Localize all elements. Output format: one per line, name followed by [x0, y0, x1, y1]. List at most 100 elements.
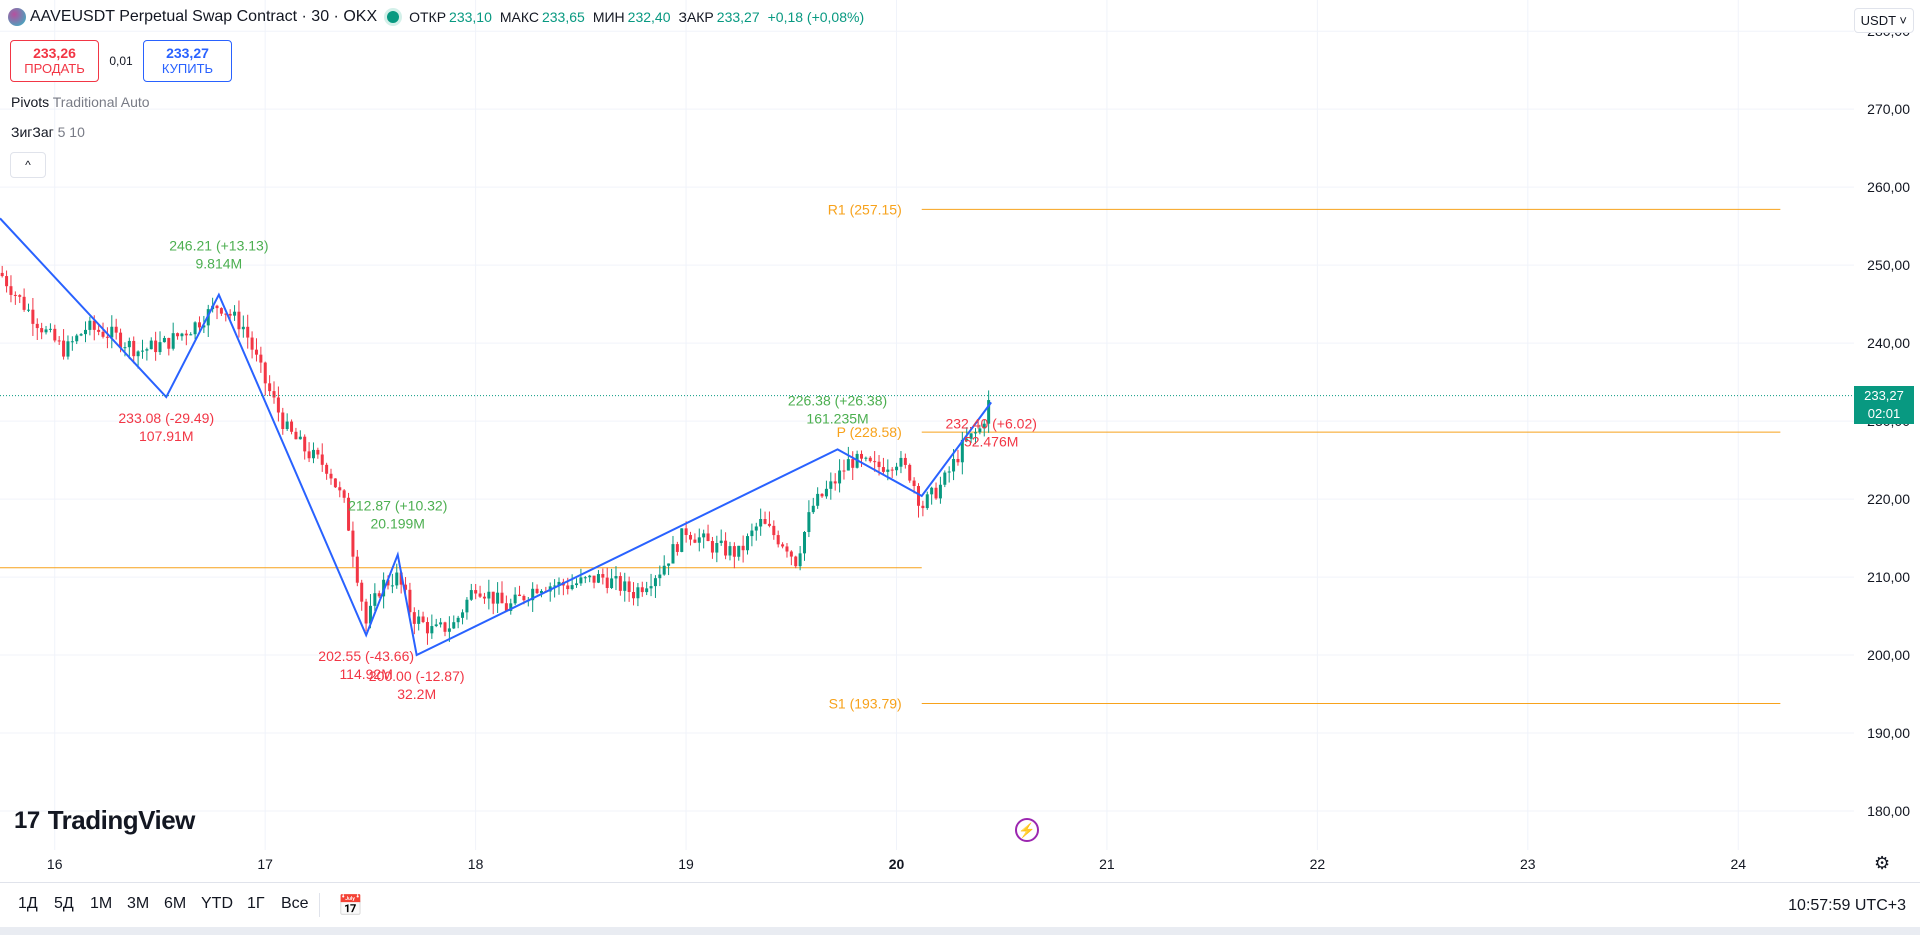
range-6m[interactable]: 6М [164, 895, 187, 912]
candle-body [728, 546, 732, 556]
currency-select[interactable]: USDT ˅ [1853, 8, 1914, 33]
zigzag-price-label: 200.00 (-12.87) [369, 668, 465, 684]
range-ytd[interactable]: YTD [201, 895, 233, 912]
candle-body [320, 454, 324, 465]
candle-body [311, 449, 315, 459]
collapse-legend-button[interactable]: ^ [10, 152, 46, 178]
candle-body [662, 565, 666, 575]
range-5d[interactable]: 5Д [54, 895, 74, 912]
candle-body [899, 457, 903, 467]
pivot-lines: R1 (257.15) P (228.58) S1 (193.79) [0, 201, 1781, 711]
clock[interactable]: 10:57:59 UTC+3 [1788, 897, 1906, 914]
candle-body [868, 457, 872, 462]
footer-strip [0, 927, 1920, 935]
time-axis[interactable]: 16 17 18 19 20 21 22 23 24 [0, 850, 1920, 880]
candle-body [785, 546, 789, 552]
candle-body [219, 308, 223, 314]
candle-body [671, 544, 675, 564]
candle-body [123, 347, 127, 349]
range-3m[interactable]: 3М [127, 895, 150, 912]
candle-body [368, 605, 372, 624]
candle-body [912, 480, 916, 487]
price-tick-label: 190,00 [1867, 725, 1910, 742]
candle-body [193, 322, 197, 335]
sell-button[interactable]: 233,26 ПРОДАТЬ [10, 40, 99, 82]
candle-body [228, 313, 232, 316]
candle-body [127, 340, 131, 348]
zigzag-price-label: 202.55 (-43.66) [318, 648, 414, 664]
zigzag-volume-label: 9.814M [196, 256, 243, 272]
candle-body [754, 526, 758, 531]
ohlc-open-label: ОТКР [409, 9, 447, 25]
candle-body [715, 543, 719, 553]
gear-icon[interactable]: ⚙ [1874, 853, 1891, 873]
indicator-zigzag[interactable]: ЗигЗаг 5 10 [11, 124, 85, 140]
chevron-up-icon: ^ [25, 158, 31, 172]
price-chart[interactable]: R1 (257.15) P (228.58) S1 (193.79) 233.08 … [0, 0, 1854, 850]
candle-body [816, 493, 820, 506]
candle-body [570, 585, 574, 590]
candle-body [627, 581, 631, 593]
candle-body [342, 490, 346, 498]
candle-body [447, 628, 451, 632]
candle-body [938, 484, 942, 499]
candle-body [487, 591, 491, 599]
candle-body [838, 470, 842, 484]
candle-body [649, 586, 653, 589]
candle-body [943, 472, 947, 485]
candle-body [250, 337, 254, 350]
zigzag-price-label: 226.38 (+26.38) [788, 392, 887, 408]
symbol-title[interactable]: AAVEUSDT Perpetual Swap Contract · 30 · … [30, 8, 378, 25]
sell-price: 233,26 [33, 45, 76, 61]
candle-body [553, 585, 557, 587]
candle-body [610, 578, 614, 588]
range-all[interactable]: Все [281, 895, 309, 912]
candle-body [645, 588, 649, 593]
candle-body [167, 337, 171, 349]
candle-body [189, 334, 193, 336]
candle-body [776, 535, 780, 545]
candle-body [982, 423, 986, 429]
candle-body [430, 626, 434, 634]
lightning-icon[interactable]: ⚡ [1015, 818, 1039, 842]
pivot-label: S1 (193.79) [829, 695, 902, 711]
range-1m[interactable]: 1М [90, 895, 113, 912]
candle-body [443, 622, 447, 632]
candle-body [119, 332, 123, 348]
candle-body [732, 546, 736, 557]
tradingview-logo[interactable]: 17 TradingView [14, 805, 195, 836]
candle-body [110, 326, 114, 338]
candle-body [0, 272, 4, 277]
candle-body [377, 593, 381, 597]
candle-body [105, 336, 109, 338]
candle-body [772, 525, 776, 536]
indicator-pivots[interactable]: Pivots Traditional Auto [11, 94, 150, 110]
candle-body [588, 575, 592, 578]
candle-body [684, 528, 688, 536]
candle-body [531, 588, 535, 601]
spread-value: 0,01 [109, 54, 133, 68]
candle-body [886, 469, 890, 472]
candle-body [873, 461, 877, 463]
zigzag-volume-label: 32.2M [397, 686, 436, 702]
zigzag-volume-label: 114.92M [339, 666, 392, 682]
candle-body [386, 579, 390, 586]
candle-body [746, 536, 750, 551]
candle-body [114, 326, 118, 333]
calendar-icon[interactable]: 📅 [338, 895, 363, 917]
candle-body [658, 574, 662, 579]
candle-body [474, 590, 478, 594]
price-axis[interactable]: 180,00190,00200,00210,00220,00230,00240,… [1854, 0, 1920, 850]
range-1d[interactable]: 1Д [18, 895, 38, 912]
candle-body [675, 544, 679, 552]
candle-body [285, 421, 289, 429]
zigzag-labels: 233.08 (-29.49) 107.91M 246.21 (+13.13) 9.8… [118, 238, 1037, 702]
candle-body [75, 335, 79, 342]
candle-body [180, 333, 184, 337]
buy-button[interactable]: 233,27 КУПИТЬ [143, 40, 232, 82]
candle-body [465, 599, 469, 613]
candle-body [605, 577, 609, 588]
candle-body [509, 603, 513, 611]
range-1y[interactable]: 1Г [247, 895, 265, 912]
candle-body [35, 323, 39, 329]
